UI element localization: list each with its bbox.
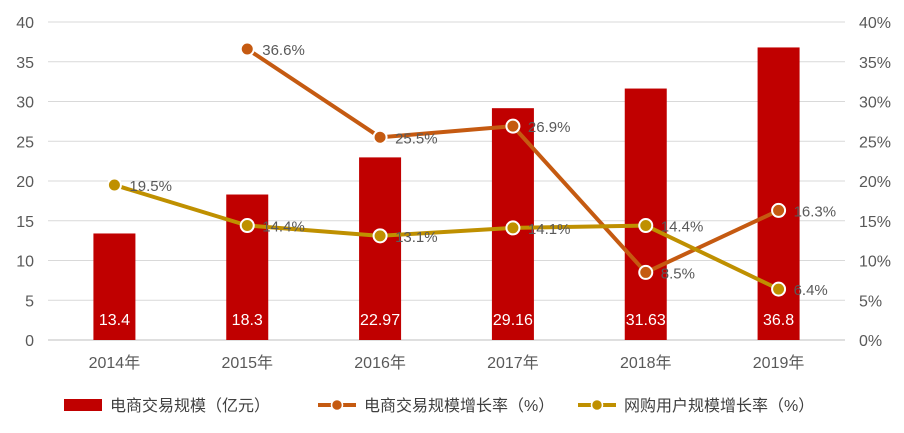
left-tick-label: 0 bbox=[25, 333, 34, 350]
legend-label: 网购用户规模增长率（%） bbox=[624, 397, 814, 415]
legend-swatch bbox=[64, 399, 102, 411]
legend-label: 电商交易规模增长率（%） bbox=[364, 397, 554, 415]
point-data-label: 13.1% bbox=[395, 229, 438, 246]
bar-data-label: 18.3 bbox=[232, 312, 263, 329]
x-tick-label: 2018年 bbox=[620, 354, 672, 372]
point-data-label: 14.4% bbox=[262, 219, 305, 236]
point-data-label: 8.5% bbox=[661, 265, 695, 282]
right-tick-label: 0% bbox=[859, 333, 882, 350]
data-point bbox=[372, 228, 388, 244]
gridlines bbox=[48, 21, 845, 341]
point-data-label: 26.9% bbox=[528, 119, 571, 136]
point-data-label: 19.5% bbox=[129, 178, 172, 195]
x-tick-label: 2019年 bbox=[753, 354, 805, 372]
right-tick-label: 15% bbox=[859, 214, 891, 231]
point-data-label: 6.4% bbox=[794, 282, 828, 299]
right-tick-label: 40% bbox=[859, 15, 891, 32]
legend-marker bbox=[590, 398, 604, 412]
data-point bbox=[638, 218, 654, 234]
series-line bbox=[112, 182, 781, 292]
data-point bbox=[239, 218, 255, 234]
x-tick-label: 2016年 bbox=[354, 354, 406, 372]
data-point bbox=[106, 177, 122, 193]
right-tick-label: 25% bbox=[859, 134, 891, 151]
bar bbox=[359, 157, 402, 340]
legend: 电商交易规模（亿元） 电商交易规模增长率（%） 网购用户规模增长率（%） bbox=[64, 397, 814, 415]
bar bbox=[624, 88, 667, 340]
right-tick-label: 10% bbox=[859, 254, 891, 271]
data-point bbox=[239, 41, 255, 57]
left-y-axis: 0 5 10 15 20 25 30 35 40 bbox=[16, 15, 34, 350]
left-tick-label: 35 bbox=[16, 55, 34, 72]
bar-data-label: 29.16 bbox=[493, 312, 533, 329]
left-tick-label: 40 bbox=[16, 15, 34, 32]
bar-data-label: 13.4 bbox=[99, 312, 130, 329]
point-data-label: 36.6% bbox=[262, 42, 305, 59]
legend-marker bbox=[330, 398, 344, 412]
x-tick-label: 2017年 bbox=[487, 354, 539, 372]
bar-data-label: 22.97 bbox=[360, 312, 400, 329]
data-point bbox=[372, 129, 388, 145]
left-tick-label: 25 bbox=[16, 134, 34, 151]
data-point bbox=[771, 202, 787, 218]
bar-data-label: 31.63 bbox=[626, 312, 666, 329]
x-tick-label: 2014年 bbox=[89, 354, 141, 372]
point-data-label: 14.1% bbox=[528, 221, 571, 238]
data-point bbox=[771, 281, 787, 297]
right-tick-label: 20% bbox=[859, 174, 891, 191]
line-series: 36.6% 25.5% 26.9% 8.5% 16.3% 19.5% 14.4% 13.1% 1… bbox=[106, 41, 837, 299]
right-y-axis: 0% 5% 10% 15% 20% 25% 30% 35% 40% bbox=[859, 15, 891, 350]
x-axis: 2014年 2015年 2016年 2017年 2018年 2019年 bbox=[89, 354, 805, 372]
point-data-label: 16.3% bbox=[794, 203, 837, 220]
right-tick-label: 5% bbox=[859, 293, 882, 310]
data-point bbox=[505, 118, 521, 134]
data-point bbox=[638, 264, 654, 280]
left-tick-label: 30 bbox=[16, 95, 34, 112]
data-point bbox=[505, 220, 521, 236]
bar-series: 13.4 18.3 22.97 29.16 31.63 36.8 bbox=[93, 47, 800, 340]
bar bbox=[93, 233, 136, 340]
left-tick-label: 15 bbox=[16, 214, 34, 231]
left-tick-label: 20 bbox=[16, 174, 34, 191]
left-tick-label: 10 bbox=[16, 254, 34, 271]
point-data-label: 25.5% bbox=[395, 130, 438, 147]
bar-data-label: 36.8 bbox=[763, 312, 794, 329]
right-tick-label: 30% bbox=[859, 95, 891, 112]
left-tick-label: 5 bbox=[25, 293, 34, 310]
x-tick-label: 2015年 bbox=[221, 354, 273, 372]
point-data-label: 14.4% bbox=[661, 219, 704, 236]
legend-label: 电商交易规模（亿元） bbox=[110, 397, 270, 415]
right-tick-label: 35% bbox=[859, 55, 891, 72]
